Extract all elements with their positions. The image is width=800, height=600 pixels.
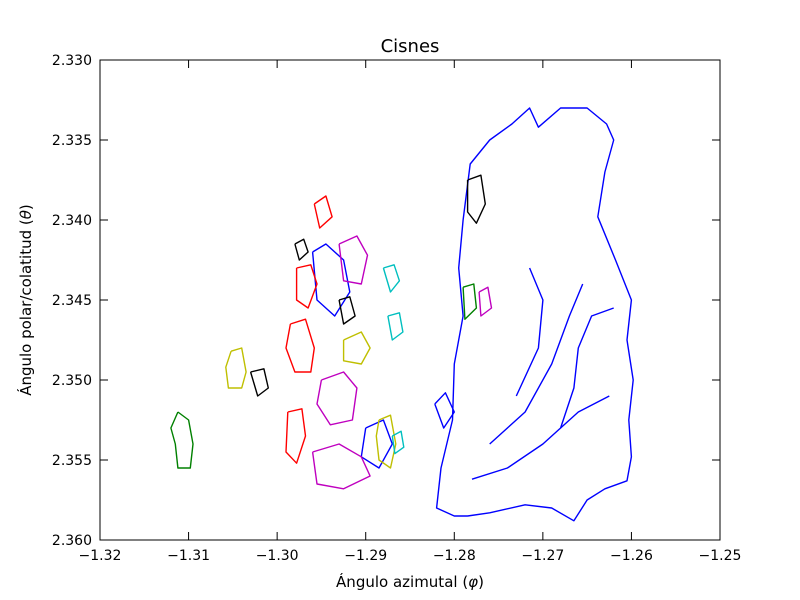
x-axis: −1.32 −1.31 −1.30 −1.29 −1.28 −1.27 −1.26 −1.25 xyxy=(79,60,742,564)
contour-blue-1 xyxy=(471,395,610,480)
x-tick-label-5: −1.27 xyxy=(521,548,564,564)
contour-cyan-21 xyxy=(382,264,401,293)
contour-red-10 xyxy=(285,318,315,373)
contour-red-11 xyxy=(295,264,318,309)
contour-magenta-17 xyxy=(478,286,493,317)
contour-olive-19 xyxy=(342,331,371,365)
y-tick-label-4: 2.350 xyxy=(52,373,92,389)
contour-olive-20 xyxy=(375,414,397,469)
contour-magenta-15 xyxy=(311,443,371,490)
y-tick-label-6: 2.360 xyxy=(52,533,92,549)
contour-blue-0 xyxy=(435,107,634,522)
contour-blue-2 xyxy=(489,283,584,445)
x-tick-label-2: −1.30 xyxy=(256,548,299,564)
contour-magenta-14 xyxy=(316,371,358,426)
x-tick-label-4: −1.28 xyxy=(433,548,476,564)
y-tick-label-3: 2.345 xyxy=(52,293,92,309)
y-tick-label-5: 2.355 xyxy=(52,453,92,469)
contour-black-27 xyxy=(338,296,356,325)
y-axis: 2.330 2.335 2.340 2.345 2.350 2.355 2.360 xyxy=(52,53,720,549)
contour-red-12 xyxy=(285,408,307,464)
y-tick-label-1: 2.335 xyxy=(52,133,92,149)
contour-olive-18 xyxy=(225,347,247,389)
contour-layer xyxy=(170,107,634,522)
contour-blue-3 xyxy=(515,267,544,397)
y-axis-title: Ángulo polar/colatitud (θ) xyxy=(16,204,35,396)
contour-green-8 xyxy=(170,411,194,469)
x-tick-label-3: −1.29 xyxy=(344,548,387,564)
plot-frame xyxy=(99,59,721,541)
contour-blue-5 xyxy=(311,243,351,317)
chart-title: Cisnes xyxy=(381,36,440,57)
contour-black-26 xyxy=(466,174,486,224)
contour-cyan-22 xyxy=(387,312,404,341)
x-tick-label-7: −1.25 xyxy=(699,548,742,564)
x-tick-label-6: −1.26 xyxy=(610,548,653,564)
y-tick-label-2: 2.340 xyxy=(52,213,92,229)
contour-green-9 xyxy=(462,283,478,320)
contour-blue-6 xyxy=(360,419,393,469)
x-axis-title: Ángulo azimutal (φ) xyxy=(336,572,484,591)
y-tick-label-0: 2.330 xyxy=(52,53,92,69)
contour-cyan-23 xyxy=(391,430,405,455)
contour-blue-4 xyxy=(559,307,614,429)
x-tick-label-0: −1.32 xyxy=(79,548,122,564)
contour-magenta-16 xyxy=(338,235,369,285)
contour-red-13 xyxy=(313,195,333,229)
contour-blue-7 xyxy=(434,392,455,429)
contour-black-24 xyxy=(294,238,309,261)
contour-black-25 xyxy=(249,368,269,397)
x-tick-label-1: −1.31 xyxy=(167,548,210,564)
